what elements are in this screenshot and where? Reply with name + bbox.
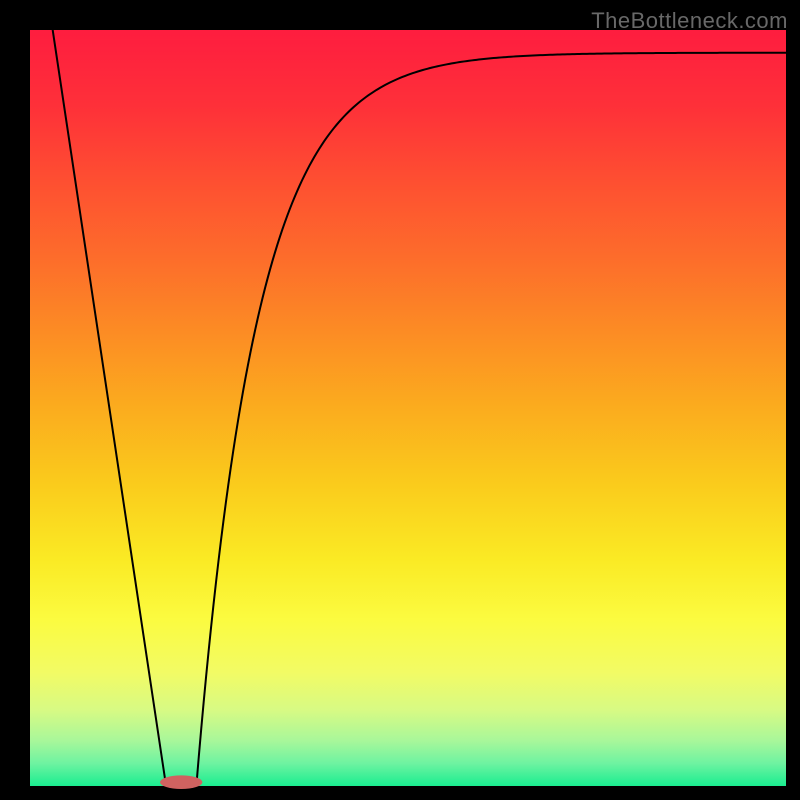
optimal-point-marker: [160, 775, 202, 789]
chart-container: TheBottleneck.com: [0, 0, 800, 800]
gradient-plot-area: [30, 30, 786, 786]
bottleneck-curve-chart: [0, 0, 800, 800]
watermark-text: TheBottleneck.com: [591, 8, 788, 34]
